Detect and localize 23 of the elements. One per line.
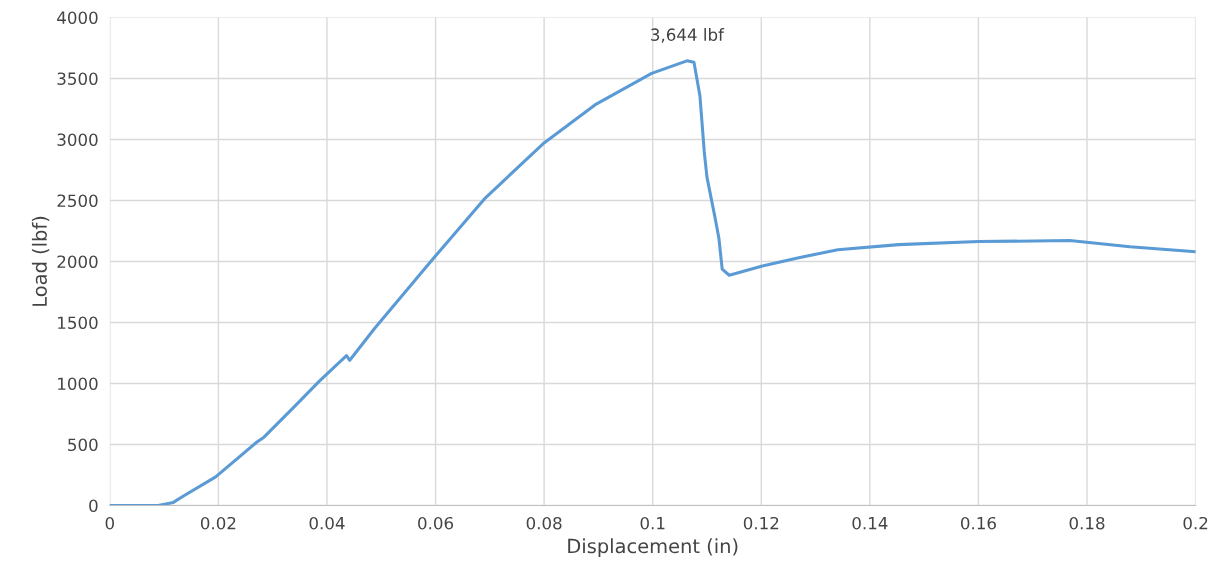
annotation: 3,644 lbf <box>651 28 725 43</box>
y-tick-label: 4000 <box>57 11 98 24</box>
x-tick-label: 0.1 <box>640 516 665 530</box>
y-tick-label: 2500 <box>57 194 98 208</box>
y-tick-label: 2000 <box>57 255 98 269</box>
x-axis-title: Displacement (in) <box>568 538 738 558</box>
y-axis-title: Load (lbf) <box>31 216 50 306</box>
x-tick-label: 0.12 <box>743 516 779 530</box>
y-tick-label: 1500 <box>58 316 98 330</box>
y-tick-label: 3500 <box>57 72 98 85</box>
x-tick-label: 0.06 <box>418 516 454 530</box>
x-tick-label: 0.02 <box>200 516 236 530</box>
y-tick-label: 0 <box>89 499 98 513</box>
x-tick-label: 0.04 <box>309 516 345 530</box>
x-tick-label: 0.08 <box>526 516 562 530</box>
x-tick-label: 0.14 <box>852 516 888 530</box>
x-tick-label: 0 <box>105 516 114 530</box>
y-tick-label: 3000 <box>57 133 98 147</box>
x-tick-label: 0.16 <box>960 516 996 530</box>
x-tick-label: 0.2 <box>1183 516 1208 530</box>
y-tick-label: 1000 <box>58 377 98 391</box>
x-tick-label: 0.18 <box>1069 516 1105 530</box>
y-tick-label: 500 <box>68 438 98 452</box>
